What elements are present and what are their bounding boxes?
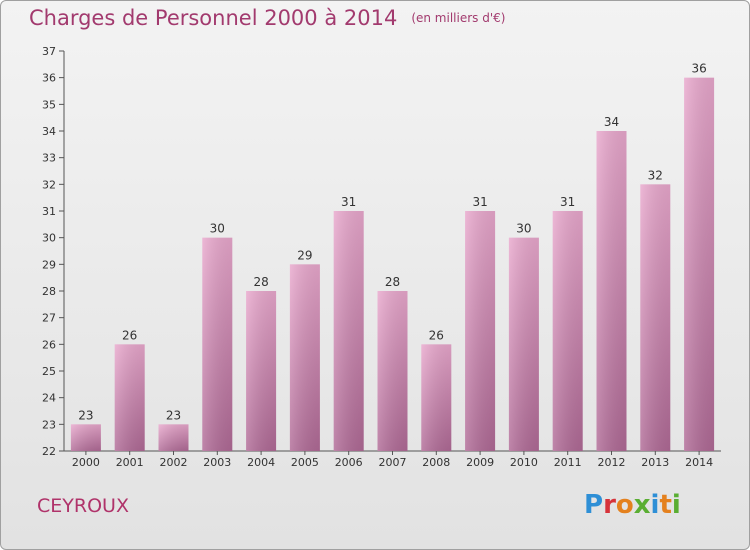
y-tick-label: 31 [42,205,56,218]
y-tick-label: 27 [42,312,56,325]
data-label: 34 [604,115,619,129]
bar-shade [421,344,452,451]
logo-letter: P [584,490,604,520]
y-tick-label: 23 [42,418,56,431]
x-tick-label: 2000 [72,456,100,469]
x-tick-label: 2007 [379,456,407,469]
x-tick-label: 2003 [203,456,231,469]
y-tick-label: 35 [42,98,56,111]
data-label: 30 [210,222,225,236]
x-tick-label: 2002 [160,456,188,469]
data-label: 26 [122,328,137,342]
data-label: 29 [297,248,312,262]
bar-shade [114,344,145,451]
x-tick-label: 2009 [466,456,494,469]
bar-shade [508,237,539,451]
data-label: 32 [648,168,663,182]
bar-shade [465,211,496,451]
bar-shade [552,211,583,451]
data-label: 28 [253,275,268,289]
bar-shade [289,264,320,451]
y-tick-label: 26 [42,338,56,351]
logo-letter: o [615,490,634,520]
chart-subtitle: (en milliers d'€) [411,11,506,25]
bar-shade [246,291,277,451]
x-tick-label: 2008 [422,456,450,469]
bar-shade [377,291,408,451]
labels: 2000 23 2001 26 2002 23 2003 30 2004 28 2005 29 2006… [72,62,713,469]
place-label: CEYROUX [37,495,129,517]
logo-letter: i [671,490,681,520]
logo-letter: x [633,490,651,520]
x-tick-label: 2006 [335,456,363,469]
proxiti-logo: Proxiti [584,490,681,520]
x-tick-label: 2011 [554,456,582,469]
data-label: 23 [166,408,181,422]
data-label: 28 [385,275,400,289]
y-tick-label: 34 [42,125,56,138]
y-tick-label: 32 [42,178,56,191]
bar-shade [640,184,671,452]
logo-letter: t [659,490,672,520]
bar-shade [70,424,101,451]
bar-shade [333,211,364,451]
logo-letter: r [603,490,616,520]
data-label: 31 [560,195,575,209]
data-label: 23 [78,408,93,422]
y-tick-label: 25 [42,365,56,378]
y-tick-label: 22 [42,445,56,458]
y-tick-label: 33 [42,152,56,165]
x-tick-label: 2001 [116,456,144,469]
x-tick-label: 2004 [247,456,275,469]
data-label: 36 [691,62,706,76]
bar-shade [202,237,233,451]
logo-letter: i [650,490,660,520]
y-tick-label: 30 [42,232,56,245]
axes: 22 23 24 25 26 27 28 29 30 31 32 33 34 35 36 37 [42,45,721,458]
data-label: 30 [516,222,531,236]
y-tick-label: 37 [42,45,56,58]
y-tick-label: 24 [42,392,56,405]
bar-shade [684,77,715,452]
x-tick-label: 2012 [598,456,626,469]
data-label: 31 [472,195,487,209]
data-label: 31 [341,195,356,209]
x-tick-label: 2014 [685,456,713,469]
bars [70,77,715,452]
data-label: 26 [429,328,444,342]
bar-shade [158,424,189,451]
y-tick-label: 28 [42,285,56,298]
y-tick-label: 29 [42,258,56,271]
y-tick-label: 36 [42,72,56,85]
chart-title-text: Charges de Personnel 2000 à 2014 [29,6,398,30]
x-tick-label: 2013 [641,456,669,469]
x-tick-label: 2010 [510,456,538,469]
x-tick-label: 2005 [291,456,319,469]
chart-title: Charges de Personnel 2000 à 2014 (en mill… [29,6,505,30]
bar-shade [596,131,627,451]
